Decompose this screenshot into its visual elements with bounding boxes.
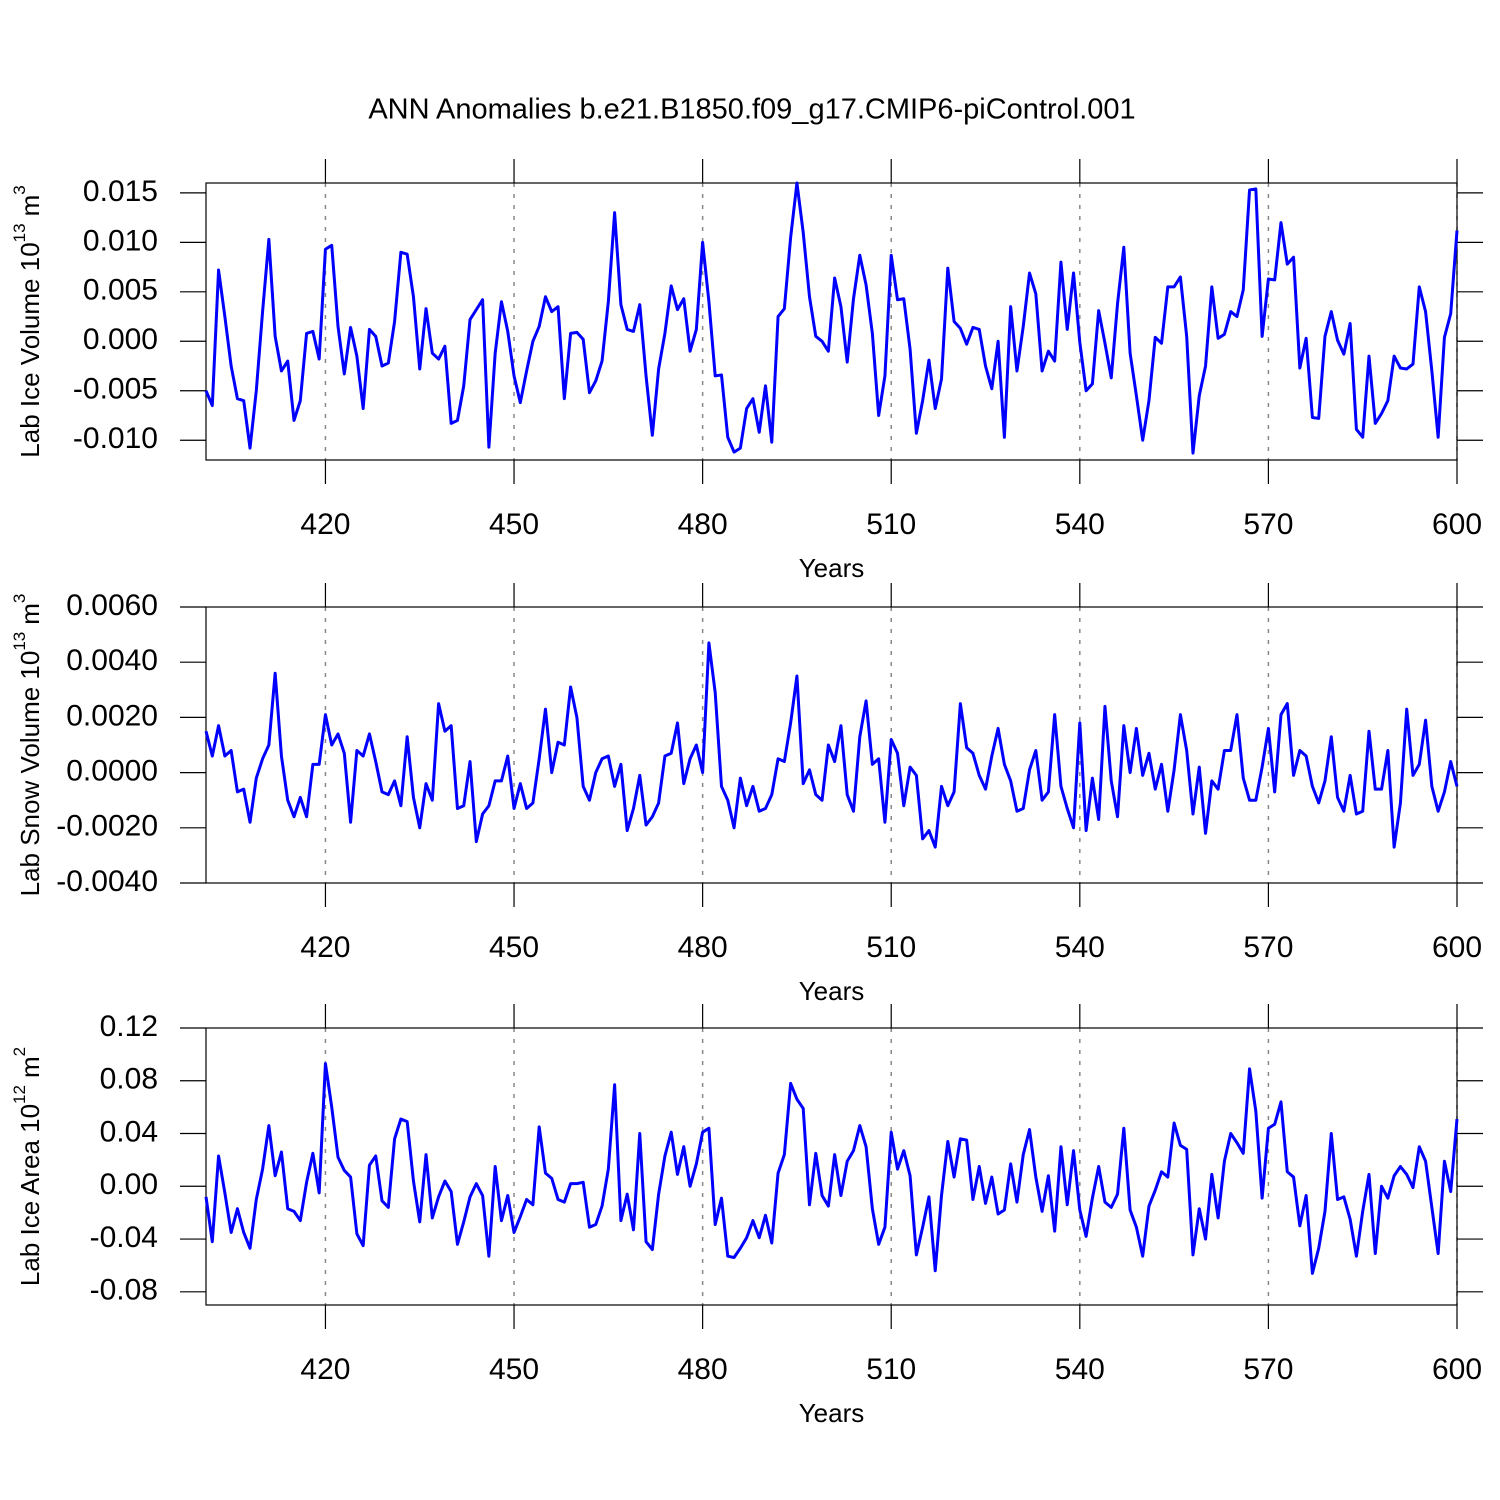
y-label-unit-power: 3 xyxy=(10,594,29,603)
y-tick-label: -0.005 xyxy=(73,373,158,406)
y-tick-label: 0.010 xyxy=(83,224,158,257)
panel: 420 450 480 510 540 570 600 -0.08 -0.04 0.00 0.04 0… xyxy=(10,1004,1483,1428)
x-tick-label: 570 xyxy=(1243,931,1293,964)
y-tick-label: -0.0020 xyxy=(56,810,158,843)
x-tick-label: 540 xyxy=(1055,508,1105,541)
y-label-exponent: 13 xyxy=(10,223,29,242)
y-label-text: Lab Snow Volume 10 xyxy=(15,651,45,897)
y-axis-label: Lab Snow Volume 1013 m3 xyxy=(10,594,44,897)
x-tick-label: 510 xyxy=(866,931,916,964)
y-label-text: Lab Ice Volume 10 xyxy=(15,242,45,457)
x-tick-label: 600 xyxy=(1432,931,1482,964)
x-axis-label: Years xyxy=(799,553,865,583)
x-tick-label: 420 xyxy=(300,508,350,541)
x-tick-label: 450 xyxy=(489,508,539,541)
chart-title: ANN Anomalies b.e21.B1850.f09_g17.CMIP6-… xyxy=(368,94,1135,126)
x-tick-label: 540 xyxy=(1055,1353,1105,1386)
y-tick-label: 0.04 xyxy=(100,1115,158,1148)
y-tick-label: 0.0060 xyxy=(66,589,158,622)
x-tick-label: 510 xyxy=(866,1353,916,1386)
x-tick-label: 540 xyxy=(1055,931,1105,964)
y-tick-label: 0.0040 xyxy=(66,644,158,677)
y-label-unit-power: 2 xyxy=(10,1047,29,1056)
y-axis-label: Lab Ice Volume 1013 m3 xyxy=(10,185,44,457)
x-tick-label: 480 xyxy=(678,931,728,964)
y-label-exponent: 12 xyxy=(10,1085,29,1104)
x-tick-label: 480 xyxy=(678,1353,728,1386)
y-tick-label: 0.005 xyxy=(83,274,158,307)
x-tick-label: 570 xyxy=(1243,508,1293,541)
y-tick-label: 0.08 xyxy=(100,1063,158,1096)
x-tick-label: 600 xyxy=(1432,508,1482,541)
data-line xyxy=(204,641,1459,849)
x-tick-label: 450 xyxy=(489,1353,539,1386)
y-tick-label: -0.0040 xyxy=(56,865,158,898)
y-tick-label: 0.12 xyxy=(100,1010,158,1043)
y-label-exponent: 13 xyxy=(10,632,29,651)
y-tick-label: 0.0000 xyxy=(66,755,158,788)
plot-frame xyxy=(205,606,1458,884)
y-tick-label: -0.08 xyxy=(90,1274,158,1307)
data-line xyxy=(204,1062,1459,1275)
y-tick-label: -0.010 xyxy=(73,422,158,455)
y-tick-label: 0.000 xyxy=(83,323,158,356)
x-tick-label: 570 xyxy=(1243,1353,1293,1386)
x-axis-label: Years xyxy=(799,976,865,1006)
y-tick-label: 0.0020 xyxy=(66,699,158,732)
y-label-unit: m xyxy=(15,195,45,217)
x-tick-label: 600 xyxy=(1432,1353,1482,1386)
y-label-unit-power: 3 xyxy=(10,185,29,194)
panel: 420 450 480 510 540 570 600 -0.010 -0.005 0.000 0.… xyxy=(10,159,1483,583)
x-tick-label: 450 xyxy=(489,931,539,964)
x-tick-label: 510 xyxy=(866,508,916,541)
y-tick-label: 0.00 xyxy=(100,1168,158,1201)
x-tick-label: 420 xyxy=(300,931,350,964)
y-tick-label: 0.015 xyxy=(83,175,158,208)
panel: 420 450 480 510 540 570 600 -0.0040 -0.0020 0.000… xyxy=(10,583,1483,1006)
plot-frame xyxy=(205,1027,1458,1306)
x-tick-label: 480 xyxy=(678,508,728,541)
y-label-text: Lab Ice Area 10 xyxy=(15,1104,45,1286)
data-line xyxy=(204,181,1459,455)
y-label-unit: m xyxy=(15,1056,45,1078)
x-tick-label: 420 xyxy=(300,1353,350,1386)
y-label-unit: m xyxy=(15,603,45,625)
y-axis-label: Lab Ice Area 1012 m2 xyxy=(10,1047,44,1286)
plot-frame xyxy=(205,182,1458,461)
x-axis-label: Years xyxy=(799,1398,865,1428)
y-tick-label: -0.04 xyxy=(90,1221,158,1254)
